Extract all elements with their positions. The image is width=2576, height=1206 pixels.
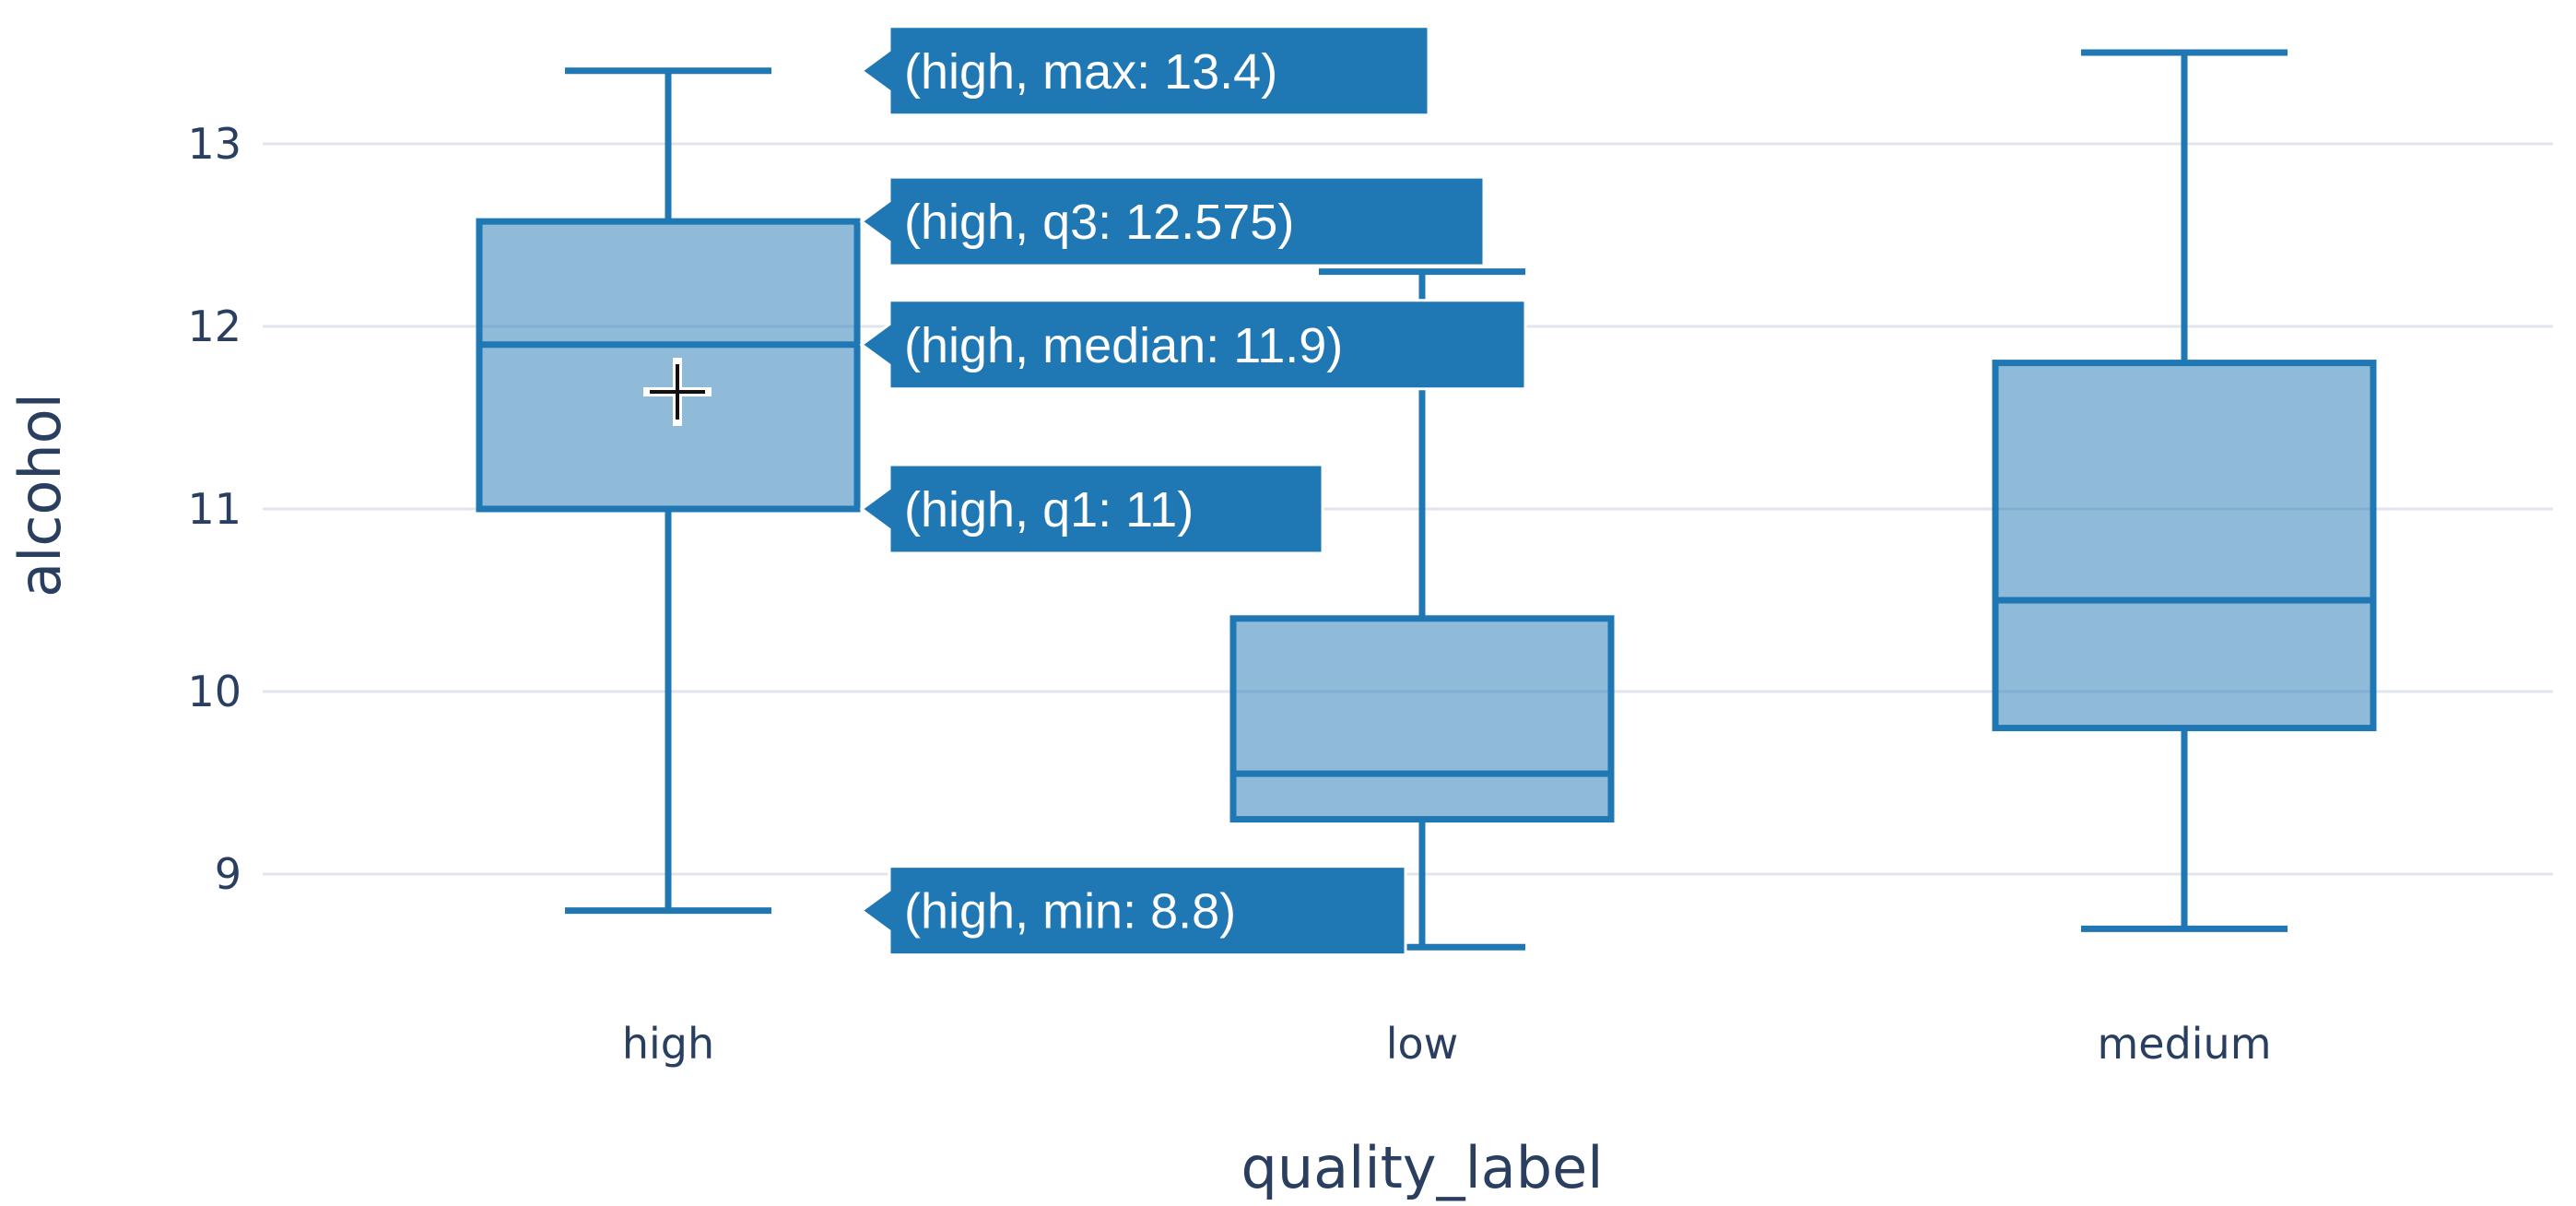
hover-label-text-max: (high, max: 13.4) — [904, 44, 1277, 100]
hover-labels: (high, max: 13.4) (high, q3: 12.575) (high… — [859, 25, 1527, 957]
box-body-low[interactable] — [1229, 615, 1615, 823]
hover-label-q1: (high, q1: 11) — [859, 463, 1324, 555]
box-high[interactable] — [476, 67, 861, 915]
crosshair-cursor-icon — [643, 358, 712, 426]
hover-label-bg-max — [859, 25, 1430, 117]
hover-label-text-q3: (high, q3: 12.575) — [904, 195, 1294, 250]
hover-label-bg-min — [859, 865, 1407, 957]
boxes[interactable] — [476, 49, 2377, 951]
box-body-medium[interactable] — [1992, 360, 2377, 732]
hover-label-bg-median — [859, 299, 1527, 391]
box-body-high[interactable] — [476, 218, 861, 513]
cursor — [643, 358, 712, 426]
x-axis-ticks: high low medium — [622, 1019, 2272, 1069]
y-tick-label: 11 — [187, 484, 241, 534]
y-tick-label: 10 — [187, 667, 241, 716]
hover-label-text-q1: (high, q1: 11) — [904, 482, 1194, 538]
hover-label-min: (high, min: 8.8) — [859, 865, 1407, 957]
y-tick-label: 13 — [187, 119, 241, 169]
hover-label-bg-q3 — [859, 175, 1486, 267]
hover-label-bg-q1 — [859, 463, 1324, 555]
x-tick-label-medium: medium — [2097, 1019, 2271, 1069]
y-tick-label: 9 — [215, 849, 241, 899]
x-axis-title: quality_label — [1241, 1134, 1603, 1201]
hover-label-text-min: (high, min: 8.8) — [904, 884, 1236, 940]
y-axis-ticks: 9 10 11 12 13 — [187, 119, 241, 899]
x-tick-label-high: high — [622, 1019, 714, 1069]
hover-label-q3: (high, q3: 12.575) — [859, 175, 1486, 267]
y-axis-title: alcohol — [6, 393, 74, 597]
x-tick-label-low: low — [1386, 1019, 1459, 1069]
hover-label-median: (high, median: 11.9) — [859, 299, 1527, 391]
y-tick-label: 12 — [187, 302, 241, 351]
hover-label-text-median: (high, median: 11.9) — [904, 318, 1343, 373]
box-medium[interactable] — [1992, 49, 2377, 932]
hover-label-max: (high, max: 13.4) — [859, 25, 1430, 117]
